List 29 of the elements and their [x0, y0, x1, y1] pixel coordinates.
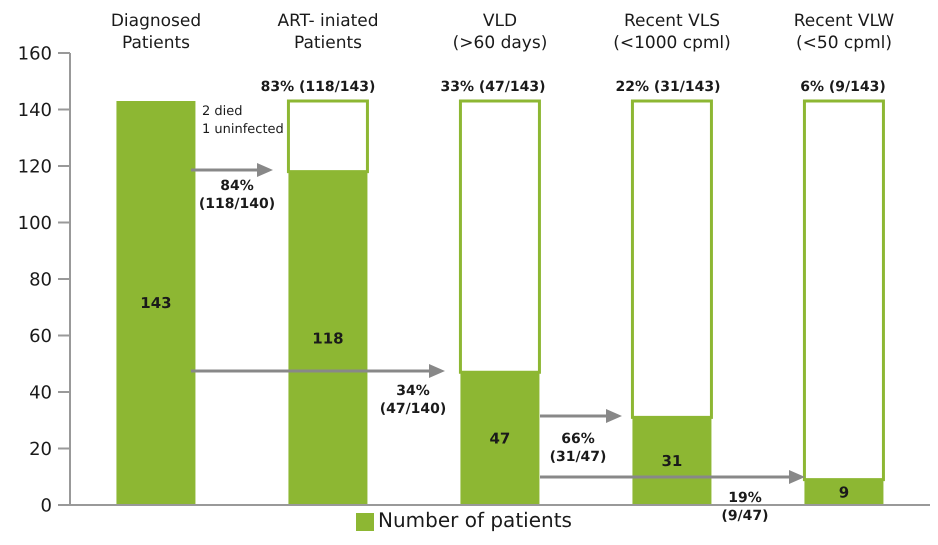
- annotation: 84% (118/140): [198, 178, 276, 212]
- y-tick-label: 40: [29, 382, 52, 404]
- y-tick-label: 60: [29, 326, 52, 347]
- data-label: 118: [312, 329, 344, 348]
- annotation: 2 died 1 uninfected: [202, 104, 284, 137]
- y-tick-label: 80: [29, 269, 52, 290]
- annotation: 66% (31/47): [550, 431, 606, 465]
- data-label: 143: [140, 294, 172, 312]
- x-tick-label: Diagnosed Patients: [110, 11, 202, 53]
- annotation: 83% (118/143): [260, 79, 376, 95]
- annotation: 33% (47/143): [440, 79, 546, 95]
- x-tick-label: Recent VLS (<1000 cpml): [613, 11, 731, 53]
- x-tick-label: Recent VLW (<50 cpml): [794, 11, 894, 53]
- y-tick-label: 20: [29, 438, 52, 460]
- legend-label: Number of patients: [378, 508, 572, 532]
- annotation: 6% (9/143): [800, 79, 886, 95]
- data-label: 9: [838, 483, 850, 502]
- data-label: 47: [490, 430, 510, 448]
- x-tick-label: VLD (>60 days): [452, 11, 548, 53]
- y-tick-label: 140: [18, 100, 52, 121]
- x-tick-label: ART- iniated Patients: [277, 11, 379, 53]
- y-tick-label: 160: [18, 43, 52, 64]
- annotation: 19% (9/47): [721, 490, 769, 524]
- annotation: 22% (31/143): [616, 79, 720, 95]
- data-label: 31: [662, 452, 682, 470]
- annotation: 34% (47/140): [380, 383, 446, 417]
- y-tick-label: 0: [40, 495, 52, 516]
- y-tick-label: 100: [18, 212, 52, 234]
- y-tick-label: 120: [18, 156, 52, 178]
